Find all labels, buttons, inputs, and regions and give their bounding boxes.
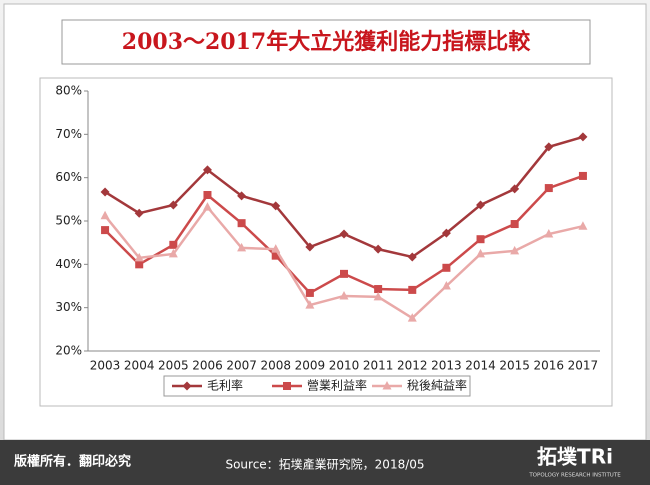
x-tick-label: 2016	[534, 359, 565, 373]
marker	[441, 228, 451, 238]
marker	[305, 288, 314, 297]
chart-title: 2003～2017年大立光獲利能力指標比較	[122, 29, 531, 55]
panel	[3, 3, 647, 441]
marker	[544, 184, 553, 193]
marker	[203, 191, 212, 199]
x-tick-label: 2004	[124, 359, 155, 373]
marker	[510, 245, 520, 255]
marker	[373, 244, 383, 254]
marker	[408, 285, 417, 294]
legend-label: 毛利率	[207, 378, 243, 393]
legend-label: 營業利益率	[307, 378, 367, 393]
marker	[407, 252, 417, 262]
copyright: 版權所有．翻印必究	[14, 454, 131, 470]
y-tick-label: 70%	[55, 127, 82, 141]
marker	[101, 226, 110, 235]
marker	[510, 220, 519, 229]
marker	[202, 165, 212, 175]
logo-subtitle: TOPOLOGY RESEARCH INSTITUTE	[528, 473, 621, 479]
x-tick-label: 2010	[329, 359, 360, 373]
marker	[271, 201, 281, 211]
marker	[476, 248, 486, 258]
marker	[237, 219, 246, 228]
legend-marker	[182, 381, 192, 391]
x-tick-label: 2015	[499, 359, 530, 373]
x-tick-label: 2012	[397, 359, 428, 373]
x-tick-label: 2013	[431, 359, 462, 373]
footer-bar	[0, 440, 650, 485]
marker	[578, 171, 587, 180]
x-tick-label: 2014	[465, 359, 496, 373]
marker	[374, 285, 383, 294]
marker	[339, 290, 349, 300]
y-tick-label: 30%	[55, 300, 82, 314]
marker	[271, 244, 281, 253]
legend-marker	[283, 382, 291, 390]
y-tick-label: 80%	[55, 84, 82, 98]
marker	[305, 242, 315, 252]
legend	[163, 375, 471, 397]
marker	[305, 300, 315, 309]
marker	[544, 142, 554, 152]
y-tick-label: 20%	[55, 344, 82, 358]
source: Source：拓墣產業研究院，2018/05	[225, 457, 424, 472]
marker	[339, 229, 349, 239]
title-box	[61, 19, 591, 65]
marker	[340, 269, 348, 278]
marker	[544, 229, 554, 238]
y-tick-label: 60%	[55, 170, 82, 184]
legend-label: 稅後純益率	[407, 378, 467, 393]
marker	[407, 313, 417, 322]
x-tick-label: 2017	[568, 359, 599, 373]
x-tick-label: 2003	[90, 359, 121, 373]
marker	[441, 281, 451, 290]
y-tick-label: 40%	[55, 257, 82, 271]
marker	[168, 248, 178, 258]
x-tick-label: 2011	[363, 359, 394, 373]
marker	[202, 202, 212, 211]
marker	[237, 242, 247, 252]
x-tick-label: 2007	[226, 359, 257, 373]
marker	[373, 291, 383, 301]
logo: 拓墣TRi	[537, 445, 613, 469]
x-tick-label: 2006	[192, 359, 223, 373]
marker	[510, 184, 520, 194]
marker	[476, 235, 485, 244]
x-tick-label: 2009	[295, 359, 326, 373]
marker	[135, 260, 144, 269]
marker	[578, 221, 588, 230]
marker	[476, 200, 486, 210]
marker	[271, 251, 280, 260]
marker	[100, 187, 110, 197]
marker	[168, 200, 178, 210]
y-tick-label: 50%	[55, 214, 82, 228]
x-tick-label: 2005	[158, 359, 189, 373]
marker	[134, 252, 144, 262]
marker	[134, 208, 144, 218]
marker	[169, 240, 178, 249]
marker	[578, 132, 588, 142]
marker	[100, 210, 110, 220]
marker	[237, 191, 247, 201]
chart-frame	[39, 77, 613, 407]
x-tick-label: 2008	[260, 359, 291, 373]
legend-marker	[382, 381, 392, 390]
marker	[442, 263, 451, 272]
